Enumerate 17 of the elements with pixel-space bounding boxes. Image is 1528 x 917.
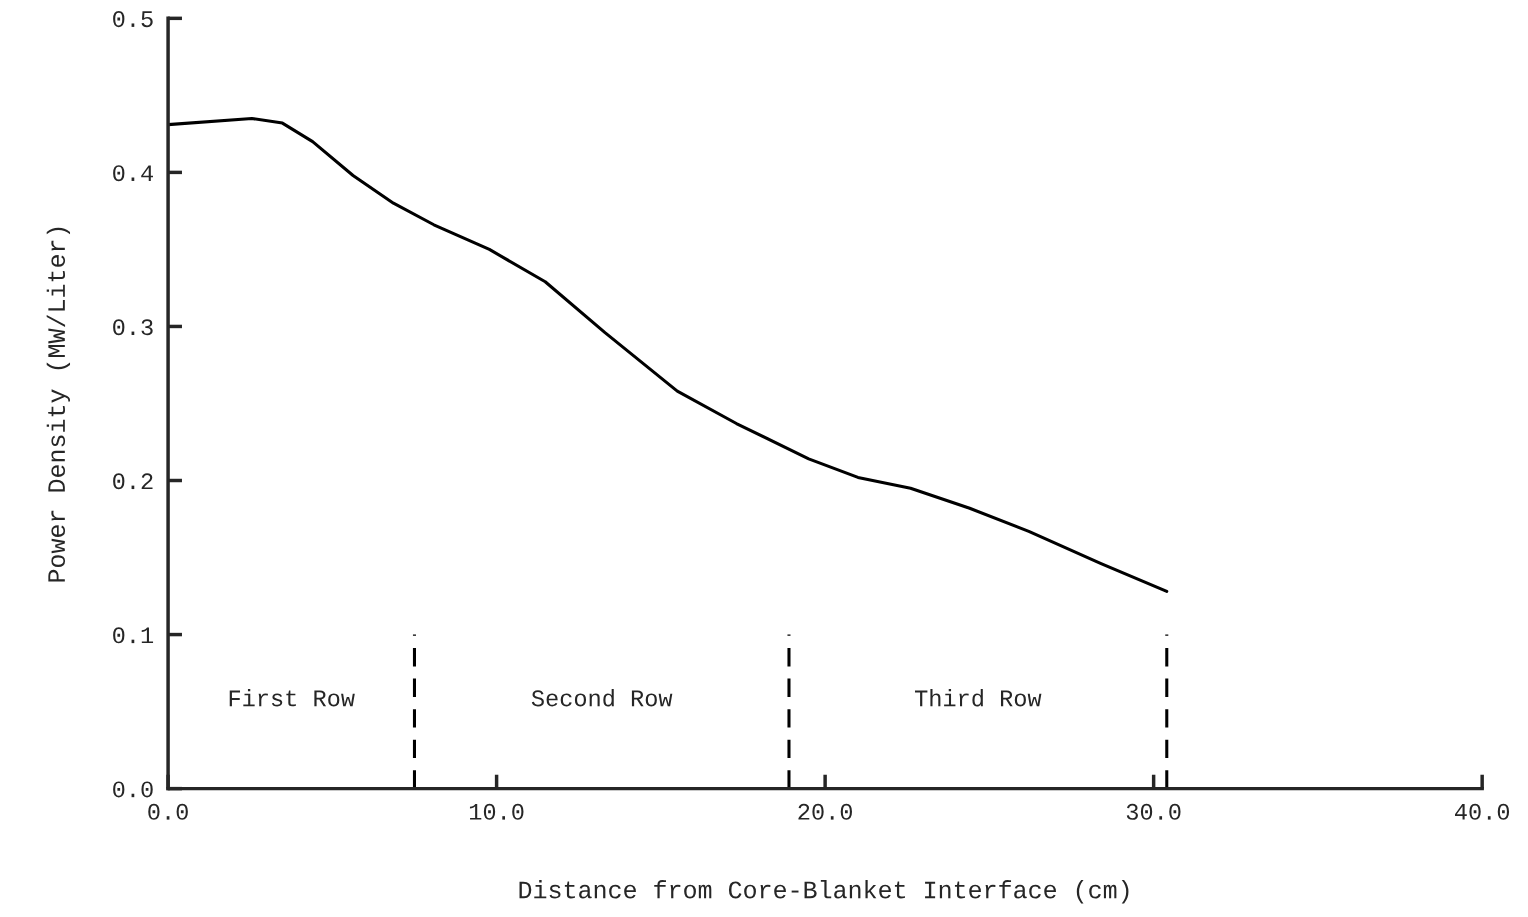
x-tick-label: 40.0 bbox=[1455, 803, 1510, 820]
x-tick-label: 20.0 bbox=[798, 803, 852, 820]
annotation: Third Row bbox=[914, 689, 1042, 707]
y-tick-label: 0.5 bbox=[113, 11, 153, 28]
annotation: Second Row bbox=[531, 689, 673, 707]
x-tick-label: 0.0 bbox=[148, 803, 188, 820]
y-tick-label: 0.3 bbox=[113, 319, 153, 336]
y-axis-title: Power Density (MW/Liter) bbox=[46, 227, 71, 582]
y-tick-label: 0.1 bbox=[113, 627, 154, 644]
x-tick-label: 10.0 bbox=[469, 803, 524, 820]
x-tick-label: 30.0 bbox=[1126, 803, 1181, 820]
line-series bbox=[168, 116, 1169, 593]
y-tick-label: 0.2 bbox=[113, 473, 153, 490]
annotation: First Row bbox=[229, 689, 355, 707]
y-tick-label: 0.4 bbox=[113, 165, 153, 182]
y-tick-label: 0.0 bbox=[113, 781, 153, 798]
x-axis-title: Distance from Core-Blanket Interface (cm) bbox=[519, 880, 1129, 904]
